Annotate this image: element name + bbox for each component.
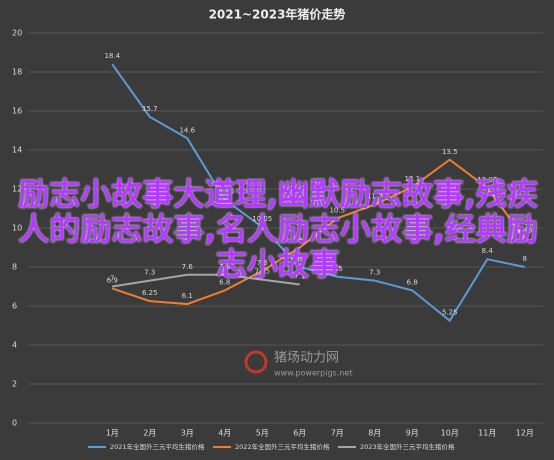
x-tick-label: 10月 <box>441 429 459 438</box>
x-tick-label: 7月 <box>331 429 344 438</box>
y-tick-label: 6 <box>12 302 17 311</box>
data-label: 14.6 <box>179 126 195 134</box>
y-tick-label: 0 <box>12 419 17 428</box>
data-label: 6.8 <box>219 278 230 286</box>
overlay-text: 励志小故事大道理,幽默励志故事,残疾人的励志故事,名人励志小故事,经典励志小故事 <box>18 177 538 283</box>
data-label: 12.06 <box>477 176 498 184</box>
x-tick-label: 8月 <box>368 429 381 438</box>
y-tick-label: 12 <box>12 185 22 194</box>
data-label: 7.6 <box>219 263 231 271</box>
data-label: 13.5 <box>442 148 458 156</box>
x-tick-label: 5月 <box>256 429 269 438</box>
data-label: 7.5 <box>332 265 343 273</box>
y-tick-label: 2 <box>12 380 17 389</box>
data-label: 10.05 <box>252 215 272 223</box>
data-label: 7 <box>110 275 114 283</box>
y-tick-label: 18 <box>12 68 22 77</box>
data-label: 7.35 <box>254 268 270 276</box>
y-tick-label: 8 <box>12 263 17 272</box>
x-tick-label: 11月 <box>478 429 496 438</box>
legend-label: 2022年全国外三元平均生猪价格 <box>235 442 330 451</box>
data-label: 10.5 <box>329 206 345 214</box>
y-tick-label: 16 <box>12 107 22 116</box>
x-tick-label: 6月 <box>293 429 306 438</box>
legend-label: 2021年全国外三元平均生猪价格 <box>110 442 205 451</box>
watermark-url: www.powerpigs.net <box>274 369 352 378</box>
y-tick-label: 20 <box>12 29 22 38</box>
y-tick-label: 4 <box>12 341 17 350</box>
data-label: 9.45 <box>517 227 533 235</box>
data-label: 6.25 <box>142 289 158 297</box>
data-label: 7.3 <box>144 269 155 277</box>
data-label: 12.1 <box>404 175 420 183</box>
data-label: 7.3 <box>369 269 380 277</box>
data-label: 7.6 <box>182 263 194 271</box>
x-tick-label: 2月 <box>143 429 156 438</box>
chart-title: 2021~2023年猪价走势 <box>209 7 346 22</box>
data-label: 9 <box>298 236 302 244</box>
y-tick-label: 14 <box>12 146 22 155</box>
series-line <box>111 158 526 306</box>
data-label: 5.25 <box>442 309 458 317</box>
x-tick-label: 4月 <box>218 429 231 438</box>
x-tick-label: 3月 <box>181 429 194 438</box>
data-label: 7.1 <box>294 273 305 281</box>
x-tick-label: 12月 <box>516 429 534 438</box>
logo <box>244 350 268 374</box>
data-label: 8.4 <box>482 247 494 255</box>
data-label: 11.2 <box>367 193 383 201</box>
data-label: 6.8 <box>407 278 418 286</box>
x-tick-label: 9月 <box>406 429 419 438</box>
data-label: 18.4 <box>104 52 120 60</box>
data-label: 11.45 <box>215 188 235 196</box>
series-line <box>112 273 300 288</box>
data-label: 6.9 <box>107 276 118 284</box>
data-label: 15.7 <box>142 105 158 113</box>
data-label: 7.8 <box>257 259 268 267</box>
watermark-name: 猪场动力网 <box>274 351 339 366</box>
series-line <box>111 63 525 323</box>
data-label: 8 <box>298 255 302 263</box>
x-tick-label: 1月 <box>106 429 119 438</box>
y-tick-label: 10 <box>12 224 22 233</box>
data-label: 8 <box>523 255 527 263</box>
legend-label: 2023年全国外三元平均生猪价格 <box>360 442 455 451</box>
data-label: 6.1 <box>182 292 193 300</box>
